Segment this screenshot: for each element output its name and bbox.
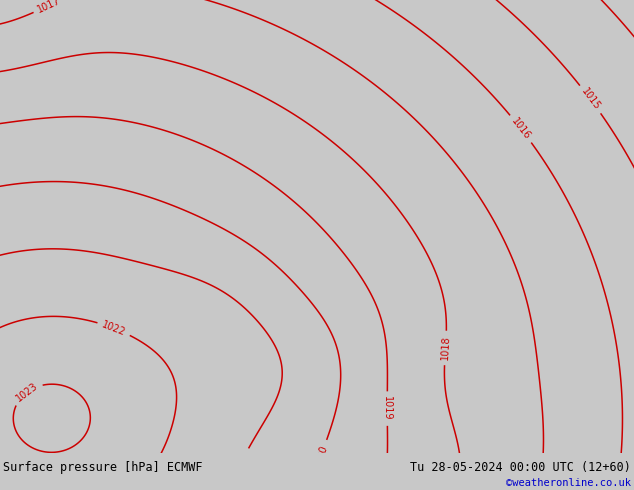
Text: 1015: 1015 <box>579 86 602 112</box>
Text: 1016: 1016 <box>509 116 533 142</box>
Text: 1018: 1018 <box>440 336 451 361</box>
Text: 1017: 1017 <box>36 0 63 15</box>
Text: 1022: 1022 <box>101 319 127 338</box>
Text: 1020: 1020 <box>312 443 330 469</box>
Text: 1023: 1023 <box>14 381 40 404</box>
Text: Surface pressure [hPa] ECMWF: Surface pressure [hPa] ECMWF <box>3 461 203 474</box>
Text: 1021: 1021 <box>230 450 250 477</box>
Text: 1019: 1019 <box>382 396 392 421</box>
Text: Tu 28-05-2024 00:00 UTC (12+60): Tu 28-05-2024 00:00 UTC (12+60) <box>410 461 631 474</box>
Text: ©weatheronline.co.uk: ©weatheronline.co.uk <box>506 478 631 488</box>
